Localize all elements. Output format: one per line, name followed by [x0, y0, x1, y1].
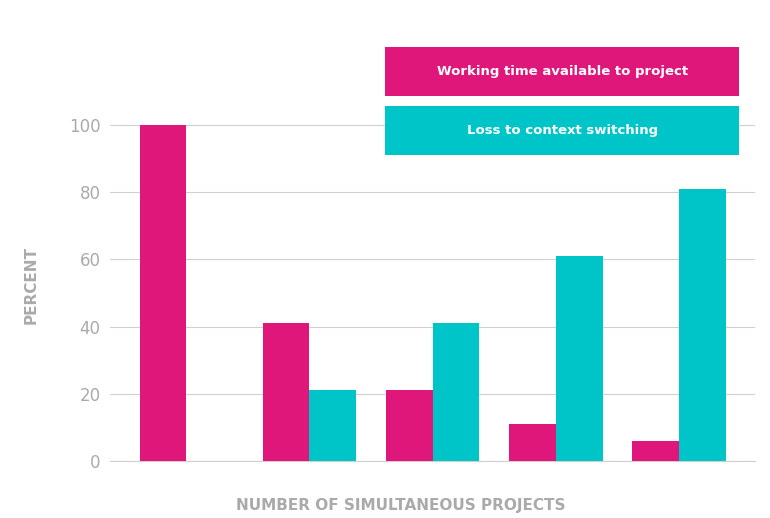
Bar [433, 323, 480, 461]
Text: Working time available to project: Working time available to project [437, 65, 688, 78]
Bar [310, 391, 357, 461]
Text: PERCENT: PERCENT [23, 246, 38, 324]
Bar [386, 391, 433, 461]
Bar [139, 125, 186, 461]
Bar [632, 441, 679, 461]
Bar [679, 189, 725, 461]
Bar [263, 323, 310, 461]
Bar [509, 424, 556, 461]
Text: NUMBER OF SIMULTANEOUS PROJECTS: NUMBER OF SIMULTANEOUS PROJECTS [236, 498, 565, 513]
Text: Loss to context switching: Loss to context switching [467, 124, 658, 137]
Bar [556, 256, 603, 461]
